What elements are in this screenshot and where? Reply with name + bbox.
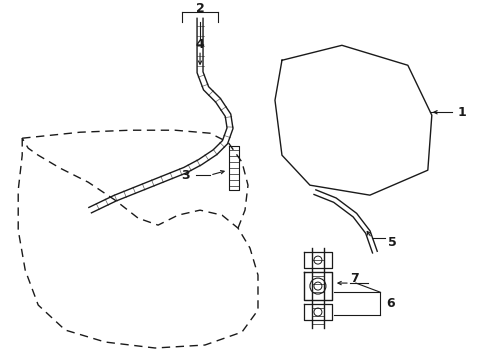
Text: 6: 6 bbox=[385, 297, 394, 310]
Text: 1: 1 bbox=[457, 106, 466, 119]
Text: 3: 3 bbox=[181, 169, 190, 182]
Text: 2: 2 bbox=[195, 2, 204, 15]
Text: 4: 4 bbox=[195, 38, 204, 51]
Text: 5: 5 bbox=[387, 235, 396, 249]
Text: 7: 7 bbox=[350, 271, 359, 284]
